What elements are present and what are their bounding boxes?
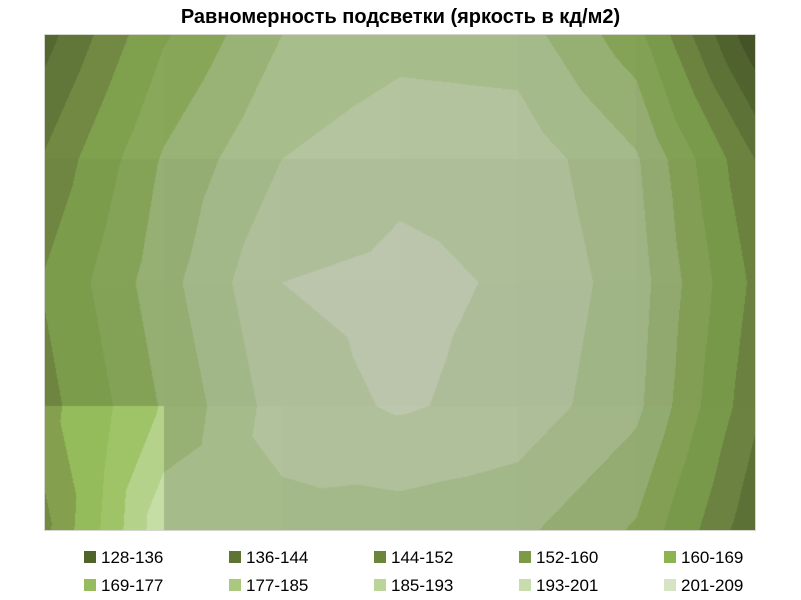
legend-item: 201-209 [664, 577, 801, 594]
legend-swatch [84, 579, 96, 591]
legend-item: 193-201 [519, 577, 664, 594]
legend-item: 160-169 [664, 549, 801, 566]
legend-item: 169-177 [84, 577, 229, 594]
legend-item: 152-160 [519, 549, 664, 566]
legend-swatch [229, 551, 241, 563]
legend-label: 144-152 [391, 547, 454, 567]
legend-row-2: 169-177 177-185 185-193 193-201 201-209 [84, 575, 794, 595]
legend-item: 136-144 [229, 549, 374, 566]
legend-label: 201-209 [681, 575, 744, 595]
legend-label: 128-136 [101, 547, 164, 567]
legend-swatch [374, 551, 386, 563]
legend-swatch [84, 551, 96, 563]
legend-item: 128-136 [84, 549, 229, 566]
chart-legend: 128-136 136-144 144-152 152-160 160-169 169-… [84, 547, 794, 600]
legend-swatch [519, 579, 531, 591]
legend-label: 136-144 [246, 547, 309, 567]
chart-title: Равномерность подсветки (яркость в кд/м2… [180, 6, 621, 28]
plot-area [44, 34, 756, 531]
legend-row-1: 128-136 136-144 144-152 152-160 160-169 [84, 547, 794, 567]
legend-swatch [664, 579, 676, 591]
legend-label: 185-193 [391, 575, 454, 595]
legend-swatch [664, 551, 676, 563]
legend-item: 177-185 [229, 577, 374, 594]
legend-item: 144-152 [374, 549, 519, 566]
legend-item: 185-193 [374, 577, 519, 594]
legend-swatch [374, 579, 386, 591]
legend-label: 169-177 [101, 575, 164, 595]
contour-canvas [45, 35, 755, 530]
legend-label: 193-201 [536, 575, 599, 595]
legend-swatch [519, 551, 531, 563]
legend-swatch [229, 579, 241, 591]
legend-label: 152-160 [536, 547, 599, 567]
legend-label: 160-169 [681, 547, 744, 567]
legend-label: 177-185 [246, 575, 309, 595]
